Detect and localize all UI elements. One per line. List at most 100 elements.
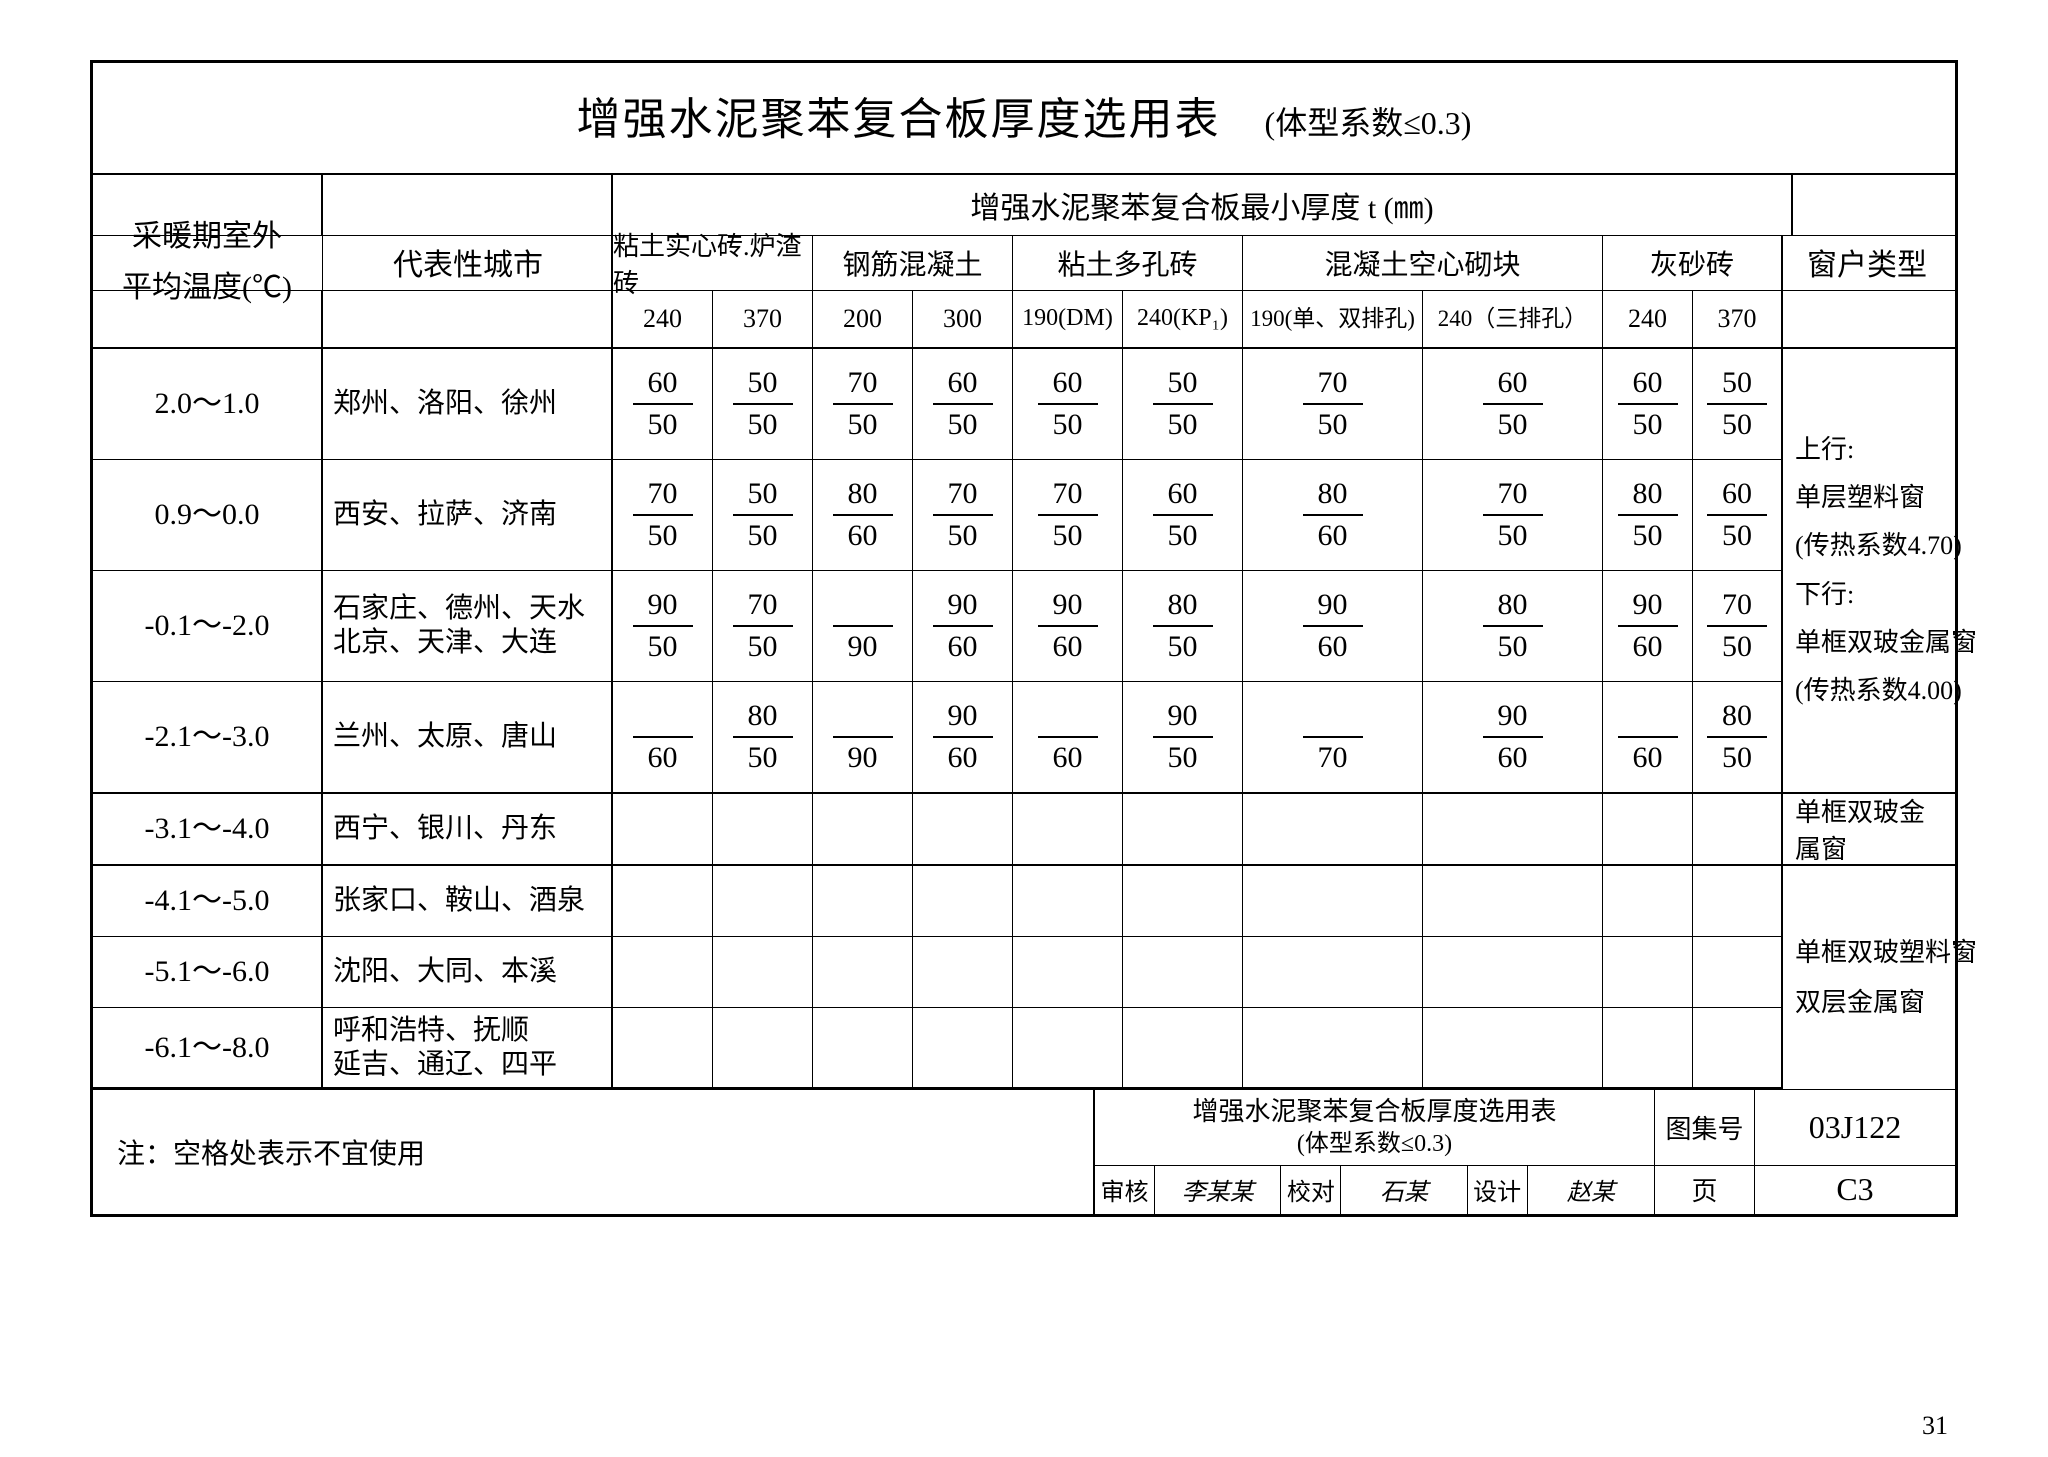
hdr-sub-31: 240（三排孔） bbox=[1423, 291, 1603, 347]
table-header: 增强水泥聚苯复合板最小厚度 t (㎜) 粘土实心砖.炉渣砖 钢筋混凝土 粘土多孔… bbox=[93, 175, 1955, 349]
cell-temp: -6.1～-8.0 bbox=[93, 1008, 323, 1087]
cell-value bbox=[1013, 794, 1123, 864]
cell-value: 60 bbox=[1603, 682, 1693, 792]
cell-value bbox=[1603, 937, 1693, 1007]
cell-value: 7050 bbox=[1243, 349, 1423, 459]
table-row: -6.1～-8.0呼和浩特、抚顺 延吉、通辽、四平 bbox=[93, 1008, 1955, 1089]
cell-value bbox=[913, 794, 1013, 864]
cell-value: 7050 bbox=[613, 460, 713, 570]
cell-temp: -5.1～-6.0 bbox=[93, 937, 323, 1007]
cell-value: 70 bbox=[1243, 682, 1423, 792]
cell-value bbox=[1123, 866, 1243, 936]
cell-value: 7050 bbox=[813, 349, 913, 459]
cell-temp: -4.1～-5.0 bbox=[93, 866, 323, 936]
table-row: -4.1～-5.0张家口、鞍山、酒泉 bbox=[93, 866, 1955, 937]
cell-value bbox=[1243, 794, 1423, 864]
cell-value: 9050 bbox=[613, 571, 713, 681]
cell-window bbox=[1783, 460, 1955, 570]
hdr-sub-20: 190(DM) bbox=[1013, 291, 1123, 347]
table-row: 0.9～0.0西安、拉萨、济南7050505080607050705060508… bbox=[93, 460, 1955, 571]
footer-page-value: C3 bbox=[1755, 1166, 1955, 1214]
table-row: -3.1～-4.0西宁、银川、丹东 bbox=[93, 794, 1955, 866]
table-body: 2.0～1.0郑州、洛阳、徐州6050505070506050605050507… bbox=[93, 349, 1955, 1089]
cell-city: 呼和浩特、抚顺 延吉、通辽、四平 bbox=[323, 1008, 613, 1087]
cell-value bbox=[1423, 937, 1603, 1007]
footer-box-sub: (体型系数≤0.3) bbox=[1297, 1129, 1452, 1159]
cell-city: 石家庄、德州、天水 北京、天津、大连 bbox=[323, 571, 613, 681]
cell-city: 西宁、银川、丹东 bbox=[323, 794, 613, 864]
cell-value: 5050 bbox=[1693, 349, 1783, 459]
cell-value: 5050 bbox=[1123, 349, 1243, 459]
hdr-temp-label: 采暖期室外 平均温度(℃) bbox=[93, 177, 321, 347]
cell-window bbox=[1783, 937, 1955, 1007]
cell-value bbox=[813, 794, 913, 864]
hdr-group-4: 灰砂砖 bbox=[1603, 236, 1783, 290]
cell-city: 郑州、洛阳、徐州 bbox=[323, 349, 613, 459]
table-row: 2.0～1.0郑州、洛阳、徐州6050505070506050605050507… bbox=[93, 349, 1955, 460]
cell-value: 90 bbox=[813, 682, 913, 792]
cell-value: 8060 bbox=[1243, 460, 1423, 570]
title-main: 增强水泥聚苯复合板厚度选用表 bbox=[577, 83, 1221, 147]
cell-temp: 2.0～1.0 bbox=[93, 349, 323, 459]
cell-value: 6050 bbox=[913, 349, 1013, 459]
cell-window bbox=[1783, 1008, 1955, 1087]
cell-value bbox=[613, 937, 713, 1007]
cell-value bbox=[613, 794, 713, 864]
cell-window bbox=[1783, 571, 1955, 681]
cell-value: 7050 bbox=[1693, 571, 1783, 681]
cell-temp: -3.1～-4.0 bbox=[93, 794, 323, 864]
footer-audit-label: 审核 bbox=[1095, 1166, 1155, 1214]
hdr-sub-40: 240 bbox=[1603, 291, 1693, 347]
cell-value bbox=[1423, 866, 1603, 936]
cell-temp: -2.1～-3.0 bbox=[93, 682, 323, 792]
cell-value bbox=[713, 937, 813, 1007]
table-row: -5.1～-6.0沈阳、大同、本溪 bbox=[93, 937, 1955, 1008]
cell-value bbox=[813, 1008, 913, 1087]
page-number: 31 bbox=[1922, 1411, 1948, 1441]
cell-value: 6050 bbox=[1013, 349, 1123, 459]
hdr-group-1: 钢筋混凝土 bbox=[813, 236, 1013, 290]
cell-value bbox=[713, 794, 813, 864]
cell-value bbox=[1013, 937, 1123, 1007]
cell-value bbox=[1603, 794, 1693, 864]
cell-value bbox=[1243, 1008, 1423, 1087]
cell-value: 60 bbox=[1013, 682, 1123, 792]
cell-value: 8060 bbox=[813, 460, 913, 570]
hdr-group-2: 粘土多孔砖 bbox=[1013, 236, 1243, 290]
cell-value: 9060 bbox=[1243, 571, 1423, 681]
cell-value bbox=[713, 866, 813, 936]
hdr-sub-10: 200 bbox=[813, 291, 913, 347]
cell-value bbox=[1423, 1008, 1603, 1087]
cell-value bbox=[613, 866, 713, 936]
cell-value bbox=[1693, 794, 1783, 864]
cell-value bbox=[1243, 866, 1423, 936]
cell-value bbox=[1693, 1008, 1783, 1087]
cell-window bbox=[1783, 866, 1955, 936]
cell-value bbox=[1603, 866, 1693, 936]
cell-city: 西安、拉萨、济南 bbox=[323, 460, 613, 570]
title-row: 增强水泥聚苯复合板厚度选用表 (体型系数≤0.3) bbox=[93, 63, 1955, 175]
cell-value bbox=[913, 1008, 1013, 1087]
cell-temp: 0.9～0.0 bbox=[93, 460, 323, 570]
cell-value: 6050 bbox=[1603, 349, 1693, 459]
hdr-sub-11: 300 bbox=[913, 291, 1013, 347]
hdr-sub-41: 370 bbox=[1693, 291, 1783, 347]
cell-value bbox=[1013, 866, 1123, 936]
cell-value: 7050 bbox=[713, 571, 813, 681]
cell-value: 9050 bbox=[1123, 682, 1243, 792]
cell-window bbox=[1783, 349, 1955, 459]
cell-value bbox=[713, 1008, 813, 1087]
cell-value bbox=[1123, 937, 1243, 1007]
footer-box-title: 增强水泥聚苯复合板厚度选用表 bbox=[1192, 1096, 1556, 1129]
cell-value: 6050 bbox=[1423, 349, 1603, 459]
cell-value bbox=[1693, 866, 1783, 936]
cell-value bbox=[1693, 937, 1783, 1007]
cell-value: 6050 bbox=[613, 349, 713, 459]
hdr-sub-01: 370 bbox=[713, 291, 813, 347]
cell-value: 8050 bbox=[1603, 460, 1693, 570]
cell-value: 7050 bbox=[1423, 460, 1603, 570]
hdr-sub-30: 190(单、双排孔) bbox=[1243, 291, 1423, 347]
footer-note: 注：空格处表示不宜使用 bbox=[93, 1090, 1095, 1214]
cell-value: 8050 bbox=[1693, 682, 1783, 792]
cell-value: 6050 bbox=[1693, 460, 1783, 570]
